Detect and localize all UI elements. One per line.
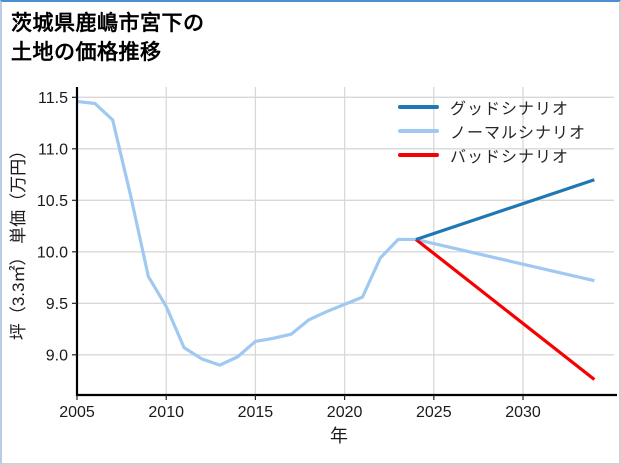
- normal-scenario-line: [415, 237, 595, 283]
- legend-label-bad: バッドシナリオ: [450, 149, 570, 166]
- svg-text:9.5: 9.5: [46, 296, 68, 313]
- legend-label-normal: ノーマルシナリオ: [450, 125, 587, 142]
- svg-text:2030: 2030: [505, 404, 541, 421]
- svg-text:2020: 2020: [327, 404, 363, 421]
- svg-text:10.0: 10.0: [37, 244, 68, 261]
- y-gridlines: [77, 96, 614, 356]
- bad-scenario-line-icon: [398, 153, 439, 157]
- svg-text:2005: 2005: [59, 404, 95, 421]
- chart-title-line2: 土地の価格推移: [11, 41, 162, 64]
- svg-text:9.0: 9.0: [46, 347, 68, 364]
- legend: グッドシナリオ ノーマルシナリオ バッドシナリオ: [398, 95, 586, 167]
- legend-item-normal-scenario: ノーマルシナリオ: [398, 119, 586, 143]
- legend-item-good-scenario: グッドシナリオ: [398, 95, 586, 119]
- chart-title-line1: 茨城県鹿嶋市宮下の: [11, 12, 205, 35]
- svg-text:10.5: 10.5: [37, 193, 68, 210]
- good-scenario-line-icon: [398, 105, 439, 109]
- svg-text:2025: 2025: [416, 404, 452, 421]
- normal-scenario-line-icon: [398, 129, 439, 133]
- legend-item-bad-scenario: バッドシナリオ: [398, 143, 586, 167]
- svg-text:11.0: 11.0: [38, 141, 68, 158]
- y-axis-label: 坪（3.3㎡） 単価（万円）: [9, 142, 28, 340]
- history-line: [76, 99, 416, 367]
- bad-scenario-line: [414, 238, 596, 381]
- x-tick-labels: 2005 2010 2015 2020 2025 2030: [59, 404, 541, 421]
- tick-marks: [72, 96, 524, 400]
- y-tick-labels: 9.0 9.5 10.0 10.5 11.0 11.5: [37, 90, 68, 365]
- x-axis-label: 年: [330, 426, 348, 446]
- good-scenario-line: [415, 178, 595, 241]
- legend-label-good: グッドシナリオ: [450, 101, 570, 118]
- chart-title: 茨城県鹿嶋市宮下の 土地の価格推移: [11, 9, 205, 67]
- svg-text:2015: 2015: [238, 404, 274, 421]
- svg-text:11.5: 11.5: [38, 90, 68, 107]
- svg-text:2010: 2010: [148, 404, 184, 421]
